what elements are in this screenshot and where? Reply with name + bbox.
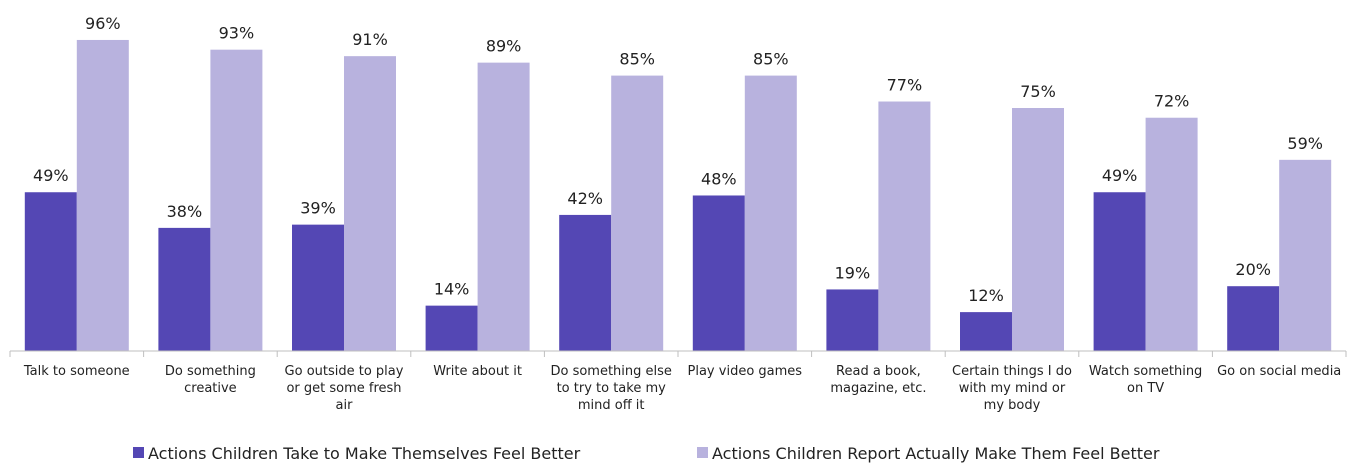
data-label: 49% xyxy=(33,166,69,185)
category-label: Certain things I do xyxy=(952,364,1072,379)
bar-take xyxy=(425,305,478,351)
data-label: 12% xyxy=(968,286,1004,305)
category-label: Talk to someone xyxy=(23,364,130,379)
data-label: 85% xyxy=(753,50,789,69)
bar-report xyxy=(1012,108,1064,351)
bars-group xyxy=(24,39,1332,352)
x-axis-ticks xyxy=(9,351,1347,357)
bar-report xyxy=(477,62,530,351)
data-label: 91% xyxy=(352,30,388,49)
bar-take xyxy=(158,227,211,351)
bar-report xyxy=(1145,117,1198,351)
category-label: creative xyxy=(184,381,237,396)
category-label: my body xyxy=(984,398,1041,413)
category-label: on TV xyxy=(1127,381,1164,396)
category-label: magazine, etc. xyxy=(830,381,926,396)
data-label: 48% xyxy=(701,169,737,188)
data-label: 93% xyxy=(219,24,255,43)
data-label: 89% xyxy=(486,37,522,56)
value-labels-group: 49% 96% 38% 93% 39% 91% 14% 89% 42% 85% 48% 85% 19% 7… xyxy=(33,14,1323,305)
data-label: 85% xyxy=(619,50,655,69)
data-label: 75% xyxy=(1020,82,1056,101)
data-label: 19% xyxy=(835,263,871,282)
data-label: 14% xyxy=(434,280,470,299)
category-labels-group: Talk to someone Do something creative Go ou… xyxy=(23,364,1341,413)
category-label: or get some fresh xyxy=(286,381,401,396)
category-label: Do something else xyxy=(550,364,671,379)
data-label: 42% xyxy=(567,189,603,208)
bar-report xyxy=(210,49,263,352)
bar-report xyxy=(76,39,129,352)
data-label: 72% xyxy=(1154,92,1190,111)
data-label: 96% xyxy=(85,14,121,33)
legend: Actions Children Take to Make Themselves… xyxy=(133,444,1160,463)
category-label: Write about it xyxy=(433,364,522,379)
bar-report xyxy=(744,75,797,351)
legend-label-report: Actions Children Report Actually Make Th… xyxy=(712,444,1160,463)
category-label: Play video games xyxy=(688,364,803,379)
data-label: 59% xyxy=(1287,134,1323,153)
category-label: Go outside to play xyxy=(285,364,404,379)
bar-report xyxy=(878,101,931,352)
category-label: Read a book, xyxy=(836,364,921,379)
data-label: 38% xyxy=(167,202,203,221)
bar-take xyxy=(1093,192,1146,351)
bar-take xyxy=(826,289,879,351)
category-label: Do something xyxy=(165,364,256,379)
category-label: to try to take my xyxy=(557,381,667,396)
bar-take xyxy=(960,312,1012,351)
category-label: Watch something xyxy=(1089,364,1202,379)
data-label: 77% xyxy=(887,76,923,95)
legend-swatch-report xyxy=(697,447,708,458)
category-label: with my mind or xyxy=(959,381,1066,396)
bar-take xyxy=(24,192,77,351)
category-label: air xyxy=(336,398,354,413)
data-label: 20% xyxy=(1235,260,1271,279)
legend-label-take: Actions Children Take to Make Themselves… xyxy=(148,444,581,463)
bar-report xyxy=(1279,159,1332,351)
category-label: mind off it xyxy=(578,398,645,413)
bar-report xyxy=(611,75,664,351)
bar-take xyxy=(559,214,612,351)
legend-swatch-take xyxy=(133,447,144,458)
bar-take xyxy=(692,195,745,351)
bar-report xyxy=(344,56,396,351)
category-label: Go on social media xyxy=(1217,364,1341,379)
data-label: 49% xyxy=(1102,166,1138,185)
bar-take xyxy=(1227,286,1280,351)
bar-take xyxy=(292,224,344,351)
data-label: 39% xyxy=(300,199,336,218)
